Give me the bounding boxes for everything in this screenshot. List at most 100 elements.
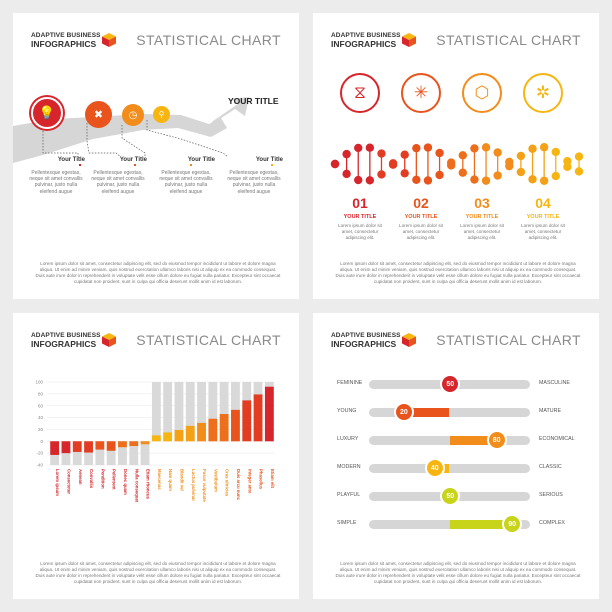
chart-title: STATISTICAL CHART [436, 332, 581, 348]
slider-left-label: MODERN [337, 464, 361, 470]
bar [84, 441, 93, 453]
molecule-icon-circle: ✳ [401, 73, 441, 113]
x-tick-label: Pellentent [112, 469, 117, 490]
dna-node [458, 151, 468, 160]
x-tick-label: Blandit vel [179, 469, 184, 491]
brand-line1: ADAPTIVE BUSINESS [331, 32, 401, 39]
cube-logo-icon [102, 33, 116, 47]
y-tick-label: 60 [38, 403, 44, 408]
bar [208, 418, 218, 442]
brand-line2: INFOGRAPHICS [31, 339, 97, 349]
bar-background [174, 382, 184, 442]
slider-row: YOUNG 20 MATURE [313, 402, 599, 422]
dna-step-3: 03 YOUR TITLE Lorem ipsum dolor sit amet… [457, 195, 507, 240]
step-number: 02 [413, 195, 429, 211]
x-tick-label: Aenean [78, 469, 83, 485]
slider-fill [449, 520, 513, 529]
lightbulb-icon: 💡 [38, 105, 56, 121]
bar [219, 414, 229, 442]
dna-node [435, 148, 444, 158]
dna-node [400, 169, 409, 178]
x-tick-label: Nulla consequat [134, 469, 139, 503]
y-tick-label: -20 [36, 451, 43, 456]
x-tick-label: Fusce vulputate [202, 469, 207, 502]
x-tick-label: Lorem ipsum [55, 469, 60, 496]
x-tick-label: Vestibulum [213, 469, 218, 492]
step-desc: Lorem ipsum dolor sit amet, consectetur … [460, 223, 504, 240]
slider-row: SIMPLE 90 COMPLEX [313, 514, 599, 534]
roadmap-headline: YOUR TITLE [228, 96, 279, 106]
cube-logo-icon [102, 333, 116, 347]
slider-knob[interactable]: 20 [393, 402, 414, 422]
slider-knob[interactable]: 40 [424, 458, 445, 478]
bar-background [84, 441, 93, 465]
slider-track[interactable] [369, 464, 530, 473]
step-title: YOUR TITLE [404, 214, 438, 220]
dna-node [516, 167, 526, 177]
x-tick-label: Cras ultricies [225, 469, 230, 497]
bar-background [118, 441, 127, 465]
dna-node [574, 167, 584, 176]
dna-node [528, 175, 537, 184]
dna-node [539, 176, 549, 185]
slider-knob[interactable]: 50 [440, 486, 461, 506]
roadmap-step-2: Your Title Pellentesque egestas, neque s… [89, 157, 147, 195]
dna-node [377, 170, 386, 179]
slider-right-label: MATURE [539, 408, 561, 414]
slider-knob[interactable]: 50 [440, 374, 461, 394]
step-title: Your Title [57, 157, 85, 163]
chart-title: STATISTICAL CHART [136, 332, 281, 348]
slider-left-label: SIMPLE [337, 520, 357, 526]
bar [197, 422, 206, 442]
slider-row: FEMININE 50 MASCULINE [313, 374, 599, 394]
slider-right-label: CLASSIC [539, 464, 562, 470]
slider-left-label: PLAYFUL [337, 492, 361, 498]
step2-circle: ✖ [85, 101, 112, 128]
panel-dna: ADAPTIVE BUSINESS INFOGRAPHICS STATISTIC… [313, 13, 599, 299]
bar [118, 441, 127, 448]
bar-background [106, 441, 116, 465]
dna-step-4: 04 YOUR TITLE Lorem ipsum dolor sit amet… [518, 195, 568, 240]
brand-line1: ADAPTIVE BUSINESS [31, 332, 101, 339]
dna-node [493, 148, 502, 157]
magnifier-icon: ⚲ [158, 110, 165, 119]
x-tick-label: Donec quam [123, 469, 128, 495]
bar-background [129, 441, 139, 465]
dna-node [354, 175, 363, 185]
bar-background [185, 382, 195, 442]
step-title: YOUR TITLE [465, 214, 499, 220]
bar [140, 441, 150, 445]
bar [264, 386, 274, 442]
x-tick-label: Maecenas [157, 469, 162, 490]
step-desc: Lorem ipsum dolor sit amet, consectetur … [521, 223, 565, 240]
dna-node [481, 176, 491, 185]
hexagons-icon-circle: ⬡ [462, 73, 502, 113]
step-title: YOUR TITLE [343, 214, 377, 220]
x-tick-label: Convallis [89, 469, 94, 489]
slider-fill [449, 436, 497, 445]
slider-track[interactable] [369, 408, 530, 417]
x-tick-label: Etiam rhoncus [146, 469, 151, 499]
dna-node [551, 147, 560, 157]
y-tick-label: 20 [38, 427, 44, 432]
x-tick-label: Etiam elit [270, 469, 275, 489]
footer-text: Lorem ipsum dolor sit amet, consectetur … [335, 261, 581, 284]
bar-background [72, 441, 82, 465]
chart-title: STATISTICAL CHART [436, 32, 581, 48]
bar-background [197, 382, 206, 442]
x-tick-label: Integer ante [247, 469, 252, 494]
slider-knob[interactable]: 90 [502, 514, 523, 534]
bar-background [219, 382, 229, 442]
dna-step-1: 01 YOUR TITLE Lorem ipsum dolor sit amet… [335, 195, 385, 240]
panel-sliders: ADAPTIVE BUSINESS INFOGRAPHICS STATISTIC… [313, 313, 599, 599]
dna-node [423, 176, 433, 185]
slider-right-label: MASCULINE [539, 380, 570, 386]
bar [50, 441, 60, 455]
slider-right-label: ECONOMICAL [539, 436, 575, 442]
step-desc: Pellentesque egestas, neque sit amet con… [91, 170, 145, 195]
dna-node [446, 161, 456, 170]
x-tick-label: Duis arcu nunc [236, 469, 241, 501]
slider-knob[interactable]: 80 [486, 430, 507, 450]
roadmap-step-4: Your Title Pellentesque egestas, neque s… [225, 157, 283, 195]
step-desc: Lorem ipsum dolor sit amet, consectetur … [338, 223, 382, 240]
